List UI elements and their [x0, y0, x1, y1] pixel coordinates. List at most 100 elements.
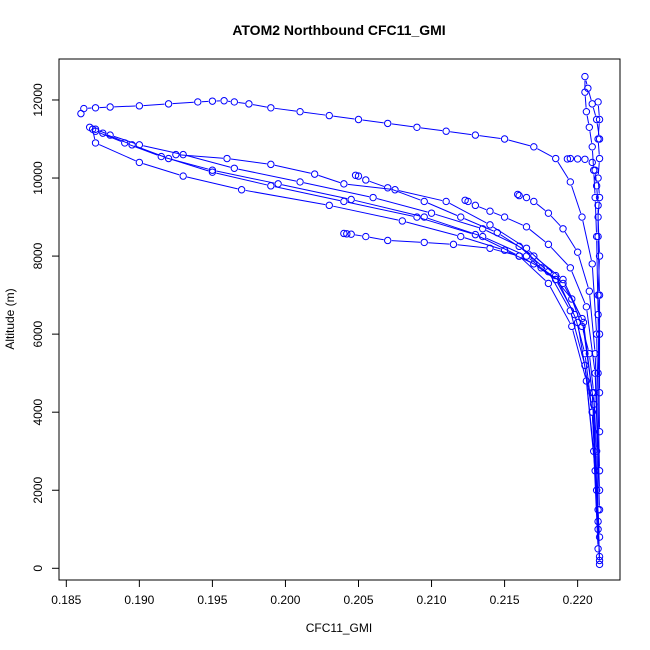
data-point [208, 97, 217, 105]
series-segment [479, 135, 501, 139]
series-segment [584, 369, 594, 448]
series-segment [172, 159, 209, 172]
series-segment [186, 176, 238, 190]
series-segment [597, 260, 600, 292]
data-point [582, 107, 591, 116]
series-segment [493, 248, 516, 256]
series-segment [216, 170, 275, 184]
series-segment [550, 215, 561, 227]
data-point [179, 172, 187, 180]
series-segment [596, 338, 600, 467]
series-segment [362, 119, 384, 124]
series-segment [376, 198, 428, 213]
series-segment [143, 163, 180, 176]
series-segment [464, 218, 494, 232]
data-point [568, 295, 576, 303]
data-point [325, 111, 333, 120]
series-segment [594, 377, 600, 506]
series-segment [537, 148, 553, 158]
series-segment [347, 183, 392, 190]
series-segment [597, 162, 600, 175]
series-segment [582, 322, 593, 389]
data-point [267, 160, 275, 169]
series-segment [369, 180, 385, 187]
series-segment [179, 154, 224, 159]
series-segment [420, 217, 472, 234]
series-segment [478, 235, 516, 255]
data-point [595, 533, 604, 541]
data-point [522, 223, 531, 231]
data-point [530, 143, 538, 151]
data-point [325, 201, 333, 210]
series-segment [586, 115, 590, 124]
data-point [486, 207, 494, 215]
data-point [594, 98, 602, 106]
data-point [594, 174, 602, 182]
x-tick-label: 0.210 [417, 593, 447, 607]
series-segment [493, 212, 502, 217]
series-13 [594, 98, 604, 377]
data-point [194, 98, 202, 106]
series-segment [597, 123, 600, 136]
data-point [581, 155, 589, 163]
series-segment [592, 107, 597, 116]
data-point [296, 178, 304, 186]
data-point [578, 213, 586, 221]
data-point [77, 109, 85, 118]
series-segment [588, 91, 592, 101]
data-point [471, 131, 480, 139]
data-point [135, 141, 144, 149]
data-point [590, 447, 598, 455]
data-point [413, 213, 421, 221]
data-point [566, 154, 575, 163]
series-segment [521, 258, 546, 282]
series-segment [564, 231, 576, 250]
data-point [230, 164, 239, 172]
data-point [461, 196, 469, 204]
series-segment [128, 143, 158, 156]
x-axis: 0.185 0.190 0.195 0.200 0.205 0.210 0.215 0.220 [51, 579, 593, 607]
series-segment [571, 271, 586, 304]
series-segment [99, 132, 122, 142]
x-tick-label: 0.195 [197, 593, 227, 607]
series-segment [564, 286, 581, 316]
data-point [486, 221, 494, 229]
x-axis-label: CFC11_GMI [306, 621, 372, 635]
data-point [442, 127, 450, 135]
series-segment [449, 202, 487, 224]
data-point [420, 213, 428, 221]
series-segment [508, 139, 531, 147]
series-segment [557, 161, 569, 179]
data-point [340, 197, 348, 206]
data-point [592, 115, 601, 124]
series-segment [450, 131, 472, 136]
data-point [267, 182, 275, 190]
data-point [595, 330, 604, 338]
y-axis-label: Altitude (m) [3, 288, 17, 349]
series-segment [589, 131, 593, 143]
series-segment [549, 286, 571, 324]
y-tick-label: 8000 [31, 242, 45, 269]
data-point [457, 232, 465, 241]
data-point [91, 127, 100, 135]
data-point [584, 84, 592, 92]
y-tick-label: 4000 [31, 399, 45, 426]
data-point [420, 197, 428, 206]
data-point [172, 150, 180, 159]
data-point [230, 98, 239, 106]
y-tick-label: 2000 [31, 477, 45, 504]
chart-title: ATOM2 Northbound CFC11_GMI [232, 22, 445, 38]
data-point [595, 552, 604, 561]
series-segment [500, 234, 531, 255]
data-point [588, 260, 596, 268]
data-point [595, 193, 604, 202]
data-point [164, 100, 173, 108]
data-point [581, 72, 589, 81]
data-point [471, 201, 480, 210]
series-segment [391, 123, 414, 128]
data-point [384, 119, 392, 128]
series-segment [591, 396, 599, 518]
series-segment [464, 237, 501, 250]
series-segment [391, 188, 421, 201]
series-segment [186, 155, 231, 168]
